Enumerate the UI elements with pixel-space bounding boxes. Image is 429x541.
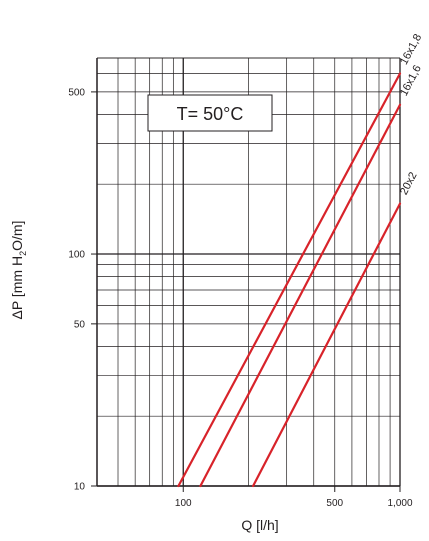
y-axis-label-subscript: 2: [18, 251, 28, 256]
y-tick-label: 10: [74, 482, 86, 493]
x-tick-label: 500: [326, 498, 343, 509]
y-axis-label-part-2: O/m]: [9, 221, 25, 251]
x-tick-label: 100: [175, 498, 192, 509]
chart-ticks: 10 50 100 500 100 500 1,000: [68, 87, 413, 509]
series-line-3: [251, 202, 402, 488]
temperature-annotation: T= 50°C: [177, 104, 244, 124]
series-line-2: [199, 103, 402, 488]
chart-series: [177, 72, 402, 488]
series-label-2: 16x1,6: [398, 63, 424, 98]
y-tick-label: 50: [74, 319, 86, 330]
chart-axes: [96, 57, 401, 487]
series-line-1: [177, 72, 402, 488]
series-label-1: 16x1,8: [398, 32, 424, 67]
x-tick-label: 1,000: [387, 498, 412, 509]
y-axis-label: ΔP [mm H2O/m]: [9, 221, 28, 320]
y-tick-label: 100: [68, 250, 85, 261]
y-axis-label-part-1: ΔP [mm H: [9, 256, 25, 320]
series-label-3: 20x2: [398, 170, 420, 197]
y-tick-label: 500: [68, 87, 85, 98]
temperature-annotation-box: T= 50°C: [147, 94, 273, 132]
x-axis-label: Q [l/h]: [241, 517, 278, 533]
